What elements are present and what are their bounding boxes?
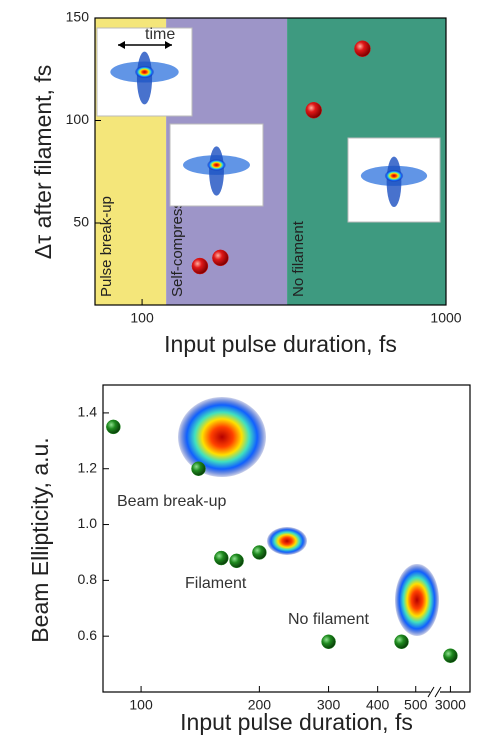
x-tick-label: 100 xyxy=(129,697,153,713)
x-axis-label: Input pulse duration, fs xyxy=(164,331,397,357)
x-tick-label: 500 xyxy=(404,697,428,713)
data-point xyxy=(354,40,371,57)
data-point xyxy=(212,249,229,267)
plot-frame xyxy=(102,384,471,693)
region-label: Self-compression xyxy=(169,181,186,297)
plot-frame xyxy=(94,17,447,306)
axis-break-gap xyxy=(430,686,440,698)
y-tick-label: 1.0 xyxy=(78,515,98,531)
data-point xyxy=(191,257,209,275)
x-tick-label: 300 xyxy=(317,697,341,713)
y-tick-label: 150 xyxy=(66,9,90,25)
axis-break xyxy=(427,686,442,698)
x-tick-label: 400 xyxy=(366,697,390,713)
data-point xyxy=(321,634,336,650)
y-axis-label: Δτ after filament, fs xyxy=(30,65,56,259)
beam-image xyxy=(178,397,266,477)
y-tick-label: 0.6 xyxy=(78,627,98,643)
data-point xyxy=(305,102,322,119)
data-point xyxy=(252,545,267,560)
data-point xyxy=(229,553,244,569)
y-tick-label: 100 xyxy=(66,111,90,127)
data-point xyxy=(106,419,121,435)
pulse-core xyxy=(207,159,226,171)
x-tick-label: 3000 xyxy=(435,697,466,713)
x-tick-label: 100 xyxy=(130,310,154,326)
annotation: Beam break-up xyxy=(117,493,226,510)
data-point xyxy=(191,461,206,476)
annotation: Filament xyxy=(185,575,247,592)
pulse-core xyxy=(384,169,404,182)
x-tick-label: 1000 xyxy=(430,310,461,326)
annotation: time xyxy=(145,26,175,43)
region-label: No filament xyxy=(290,220,307,297)
annotation: No filament xyxy=(288,611,369,628)
beam-image xyxy=(267,527,307,555)
data-point xyxy=(394,634,409,650)
y-axis-label: Beam Ellipticity, a.u. xyxy=(27,437,53,642)
y-tick-label: 0.8 xyxy=(78,571,98,587)
data-point xyxy=(214,550,229,566)
pulse-core xyxy=(135,65,154,79)
pulse-profile xyxy=(386,156,402,207)
x-tick-label: 200 xyxy=(248,697,272,713)
pulse-profile xyxy=(209,146,224,196)
y-tick-label: 1.4 xyxy=(78,404,98,420)
y-tick-label: 1.2 xyxy=(78,459,98,475)
y-tick-label: 50 xyxy=(73,214,89,230)
data-point xyxy=(443,648,458,663)
x-axis-label: Input pulse duration, fs xyxy=(180,709,413,735)
beam-image xyxy=(395,564,439,636)
region-label: Pulse break-up xyxy=(98,196,115,297)
